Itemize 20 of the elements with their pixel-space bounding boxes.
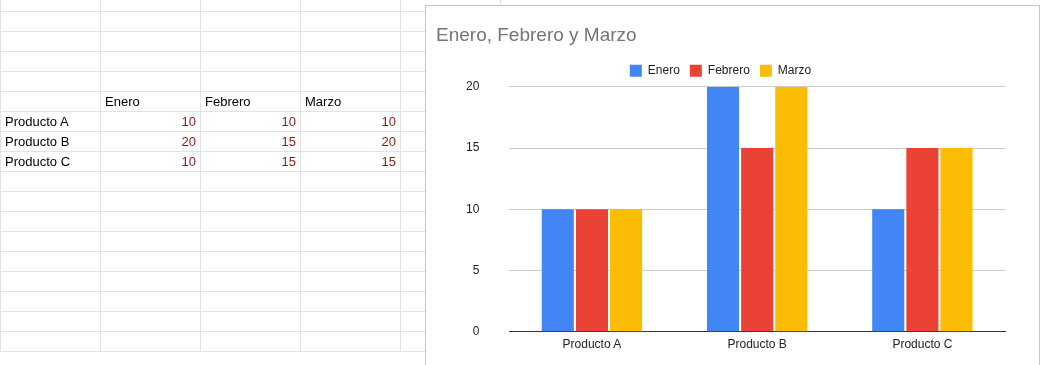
bar bbox=[706, 86, 740, 332]
x-tick-label: Producto B bbox=[727, 337, 787, 352]
bar bbox=[906, 148, 939, 332]
y-tick-label: 0 bbox=[472, 324, 480, 339]
bar bbox=[541, 209, 574, 332]
y-tick-label: 5 bbox=[472, 262, 480, 277]
x-tick-label: Producto C bbox=[892, 337, 953, 352]
bar bbox=[741, 148, 774, 332]
legend-label: Febrero bbox=[707, 63, 751, 78]
bar bbox=[575, 209, 609, 332]
legend-label: Marzo bbox=[777, 63, 812, 78]
x-tick-label: Producto A bbox=[562, 337, 622, 352]
bar bbox=[872, 209, 905, 332]
legend-label: Enero bbox=[647, 63, 681, 78]
bar bbox=[610, 209, 643, 332]
bar bbox=[940, 148, 973, 332]
bar bbox=[775, 86, 808, 332]
y-tick-label: 20 bbox=[465, 79, 480, 94]
y-tick-label: 10 bbox=[465, 201, 480, 216]
y-tick-label: 15 bbox=[465, 140, 480, 155]
